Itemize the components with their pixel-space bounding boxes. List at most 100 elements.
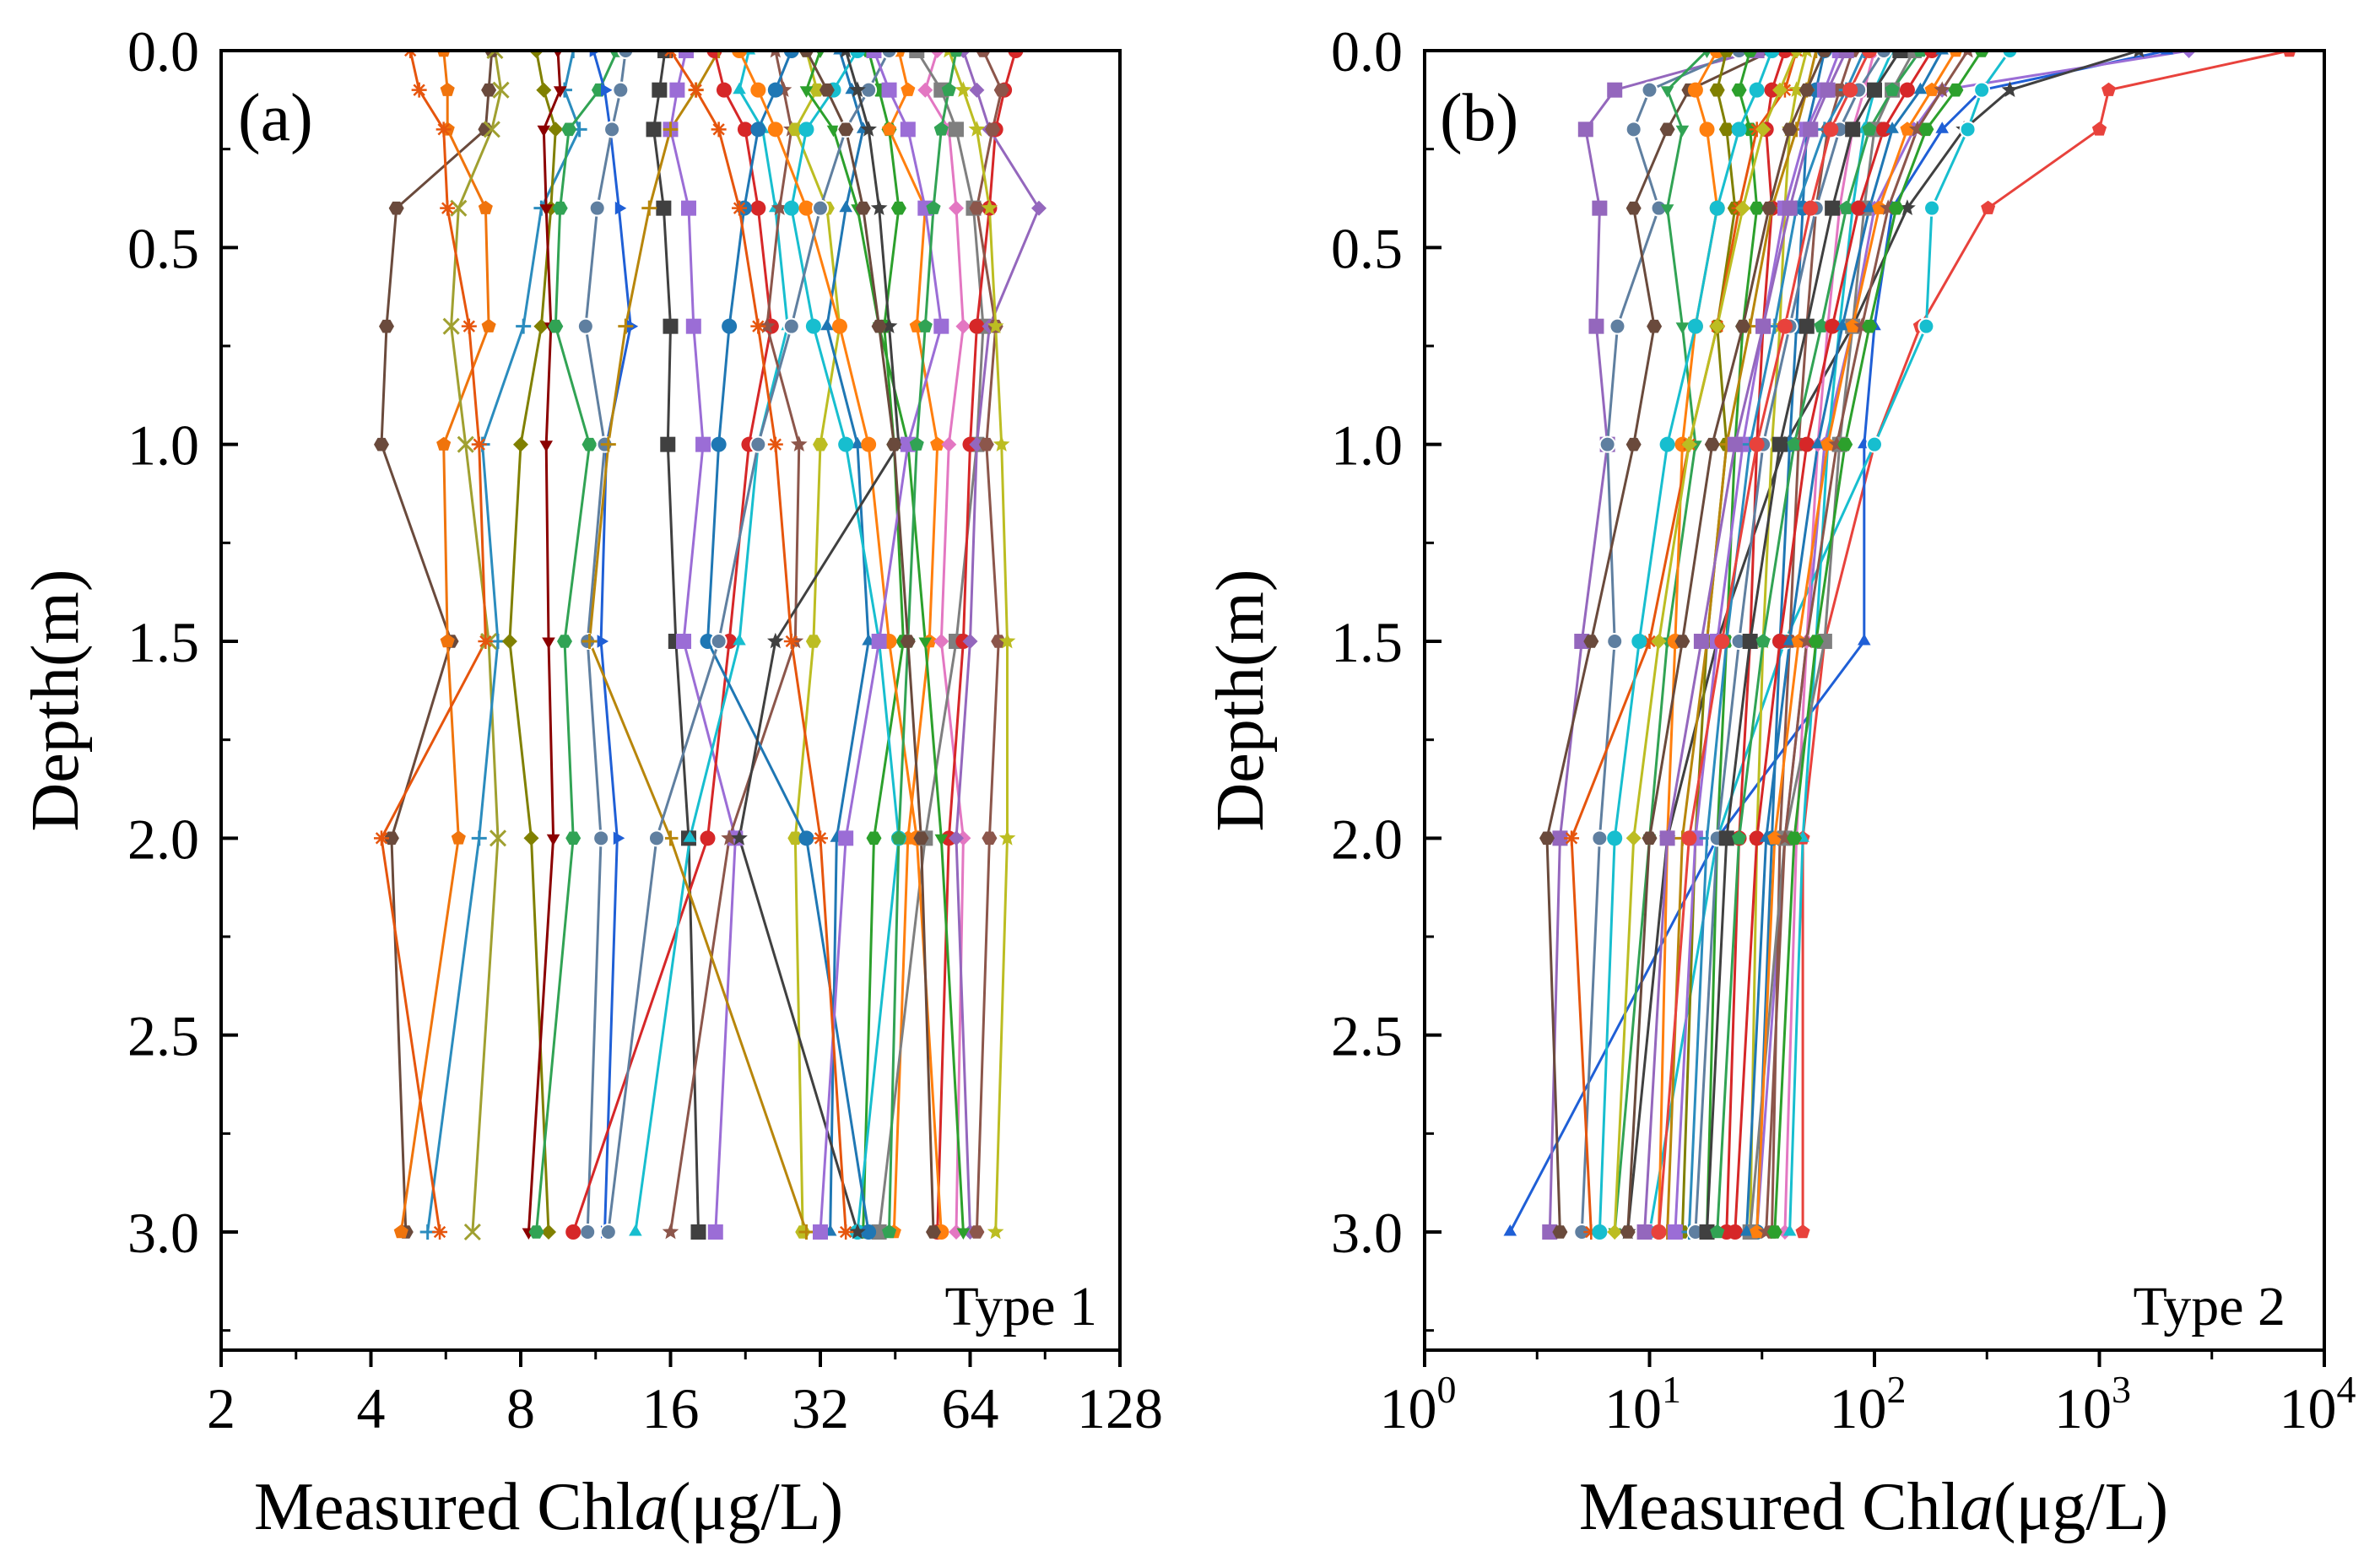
- panel-a-y-tick-label: 1.5: [127, 610, 199, 674]
- panel-a-series-20-point-2: [948, 122, 964, 138]
- panel-b-series-33-point-5: [1704, 437, 1720, 451]
- panel-b-series-11-point-3: [1749, 201, 1765, 215]
- panel-b-series-3-point-1: [2001, 81, 2019, 97]
- panel-a-series-1-point-8: [393, 1224, 408, 1239]
- panel-a-series-32-point-1: [881, 82, 897, 98]
- panel-a-series-2-point-8: [463, 1223, 481, 1241]
- panel-a-series-4-point-6: [501, 634, 517, 649]
- panel-a-series-4-point-2: [548, 122, 564, 138]
- panel-a-series-31-point-1: [849, 81, 866, 97]
- panel-a-series-14-point-5: [790, 435, 808, 451]
- panel-b-series-25-point-3: [1839, 200, 1854, 214]
- panel-a-series-21-point-4: [969, 318, 985, 334]
- panel-a-series-15-point-1: [809, 83, 825, 97]
- panel-a-series-5-point-8: [432, 1224, 448, 1240]
- panel-a-series-2-point-3: [450, 199, 468, 217]
- panel-b-series-7-point-7: [1539, 831, 1555, 846]
- panel-b-series-18-point-0: [1906, 51, 1922, 58]
- panel-a-series-31-point-3: [870, 199, 888, 215]
- panel-a-x-tick-label: 8: [506, 1376, 535, 1440]
- panel-a-xlabel-suffix: (μg/L): [668, 1470, 843, 1544]
- panel-b-series-24-point-6: [1742, 634, 1758, 649]
- panel-b-series-8-point-2: [1675, 125, 1690, 138]
- panel-a-series-11-point-3: [680, 200, 696, 216]
- panel-a-series-15-point-2: [787, 122, 803, 137]
- panel-b-xlabel-suffix: (μg/L): [1993, 1470, 2168, 1544]
- panel-a-series-24-point-5: [838, 436, 854, 452]
- panel-b-series-21-point-8: [1667, 1224, 1683, 1240]
- panel-a-series-12-point-3: [750, 200, 766, 216]
- panel-b-series-19-point-7: [1564, 830, 1580, 846]
- panel-a-series-11-point-5: [695, 436, 711, 452]
- panel-b-series-12-point-0: [1777, 51, 1793, 58]
- panel-a-series-33-point-3: [732, 200, 748, 216]
- panel-b-x-tick-label: 103: [2054, 1368, 2131, 1440]
- panel-b-series-31-point-0: [1764, 51, 1780, 58]
- panel-a-series-1-point-1: [440, 82, 455, 96]
- panel-a-series-1-point-5: [436, 436, 452, 451]
- panel-a-series-5-point-7: [373, 830, 389, 846]
- panel-b-series-1-point-0: [2160, 51, 2174, 55]
- panel-b-series-34-point-6: [1693, 634, 1709, 649]
- panel-a-series-7-point-2: [561, 122, 577, 137]
- panel-a-series-31-point-4: [880, 317, 898, 333]
- panel-a-series-25-point-3: [981, 199, 998, 215]
- panel-a-series-9-point-2: [603, 121, 621, 138]
- panel-a-series-34-point-4: [917, 318, 933, 332]
- panel-a-series-14-point-3: [771, 199, 788, 215]
- panel-a-series-34-point-7: [891, 830, 906, 845]
- panel-a-series-30-point-5: [749, 435, 767, 453]
- panel-b-series-7-point-8: [1552, 1225, 1568, 1239]
- panel-a-series-27-point-2: [767, 122, 783, 138]
- panel-b-series-31-point-3: [1709, 200, 1725, 216]
- panel-a-series-0-point-4: [379, 319, 394, 333]
- panel-b-series-27-point-1: [1913, 82, 1928, 95]
- panel-b-x-tick-base: 10: [2054, 1376, 2112, 1440]
- panel-b-series-4-point-5: [1866, 435, 1883, 453]
- panel-b-series-25-point-8: [1710, 1224, 1725, 1239]
- panel-a-series-10-point-5: [660, 436, 676, 452]
- panel-b-series-4-point-1: [1973, 81, 1991, 99]
- panel-a-series-33-point-4: [750, 318, 766, 334]
- panel-a-series-4-point-1: [536, 82, 552, 98]
- panel-a-series-18-point-5: [930, 436, 945, 451]
- panel-a-series-5-point-1: [411, 82, 427, 98]
- panel-b-series-32-point-7: [1625, 830, 1642, 846]
- panel-b-series-34-point-4: [1755, 318, 1771, 334]
- panel-b-series-24-point-4: [1799, 318, 1815, 334]
- panel-a-series-17-point-7: [866, 831, 882, 846]
- panel-b-series-29-point-2: [1908, 121, 1926, 137]
- panel-b-x-tick-label: 102: [1830, 1368, 1907, 1440]
- panel-a-series-25-point-4: [987, 317, 1004, 333]
- panel-b-series-24-point-5: [1772, 436, 1788, 452]
- panel-b-series-10-point-1: [1709, 83, 1725, 97]
- panel-a-series-34-point-2: [933, 122, 949, 136]
- panel-a-series-28-point-1: [799, 86, 814, 98]
- panel-a-series-1-point-7: [451, 830, 466, 845]
- panel-b-series-30-point-4: [1862, 319, 1878, 333]
- panel-b-series-34-point-7: [1659, 830, 1675, 846]
- panel-a-series-24-point-3: [783, 200, 799, 216]
- panel-a-label: (a): [238, 81, 313, 155]
- panel-a-series-19-point-5: [941, 436, 957, 452]
- panel-a-series-0-point-7: [383, 831, 399, 846]
- panel-a-series-27-point-5: [861, 436, 877, 452]
- panel-b-xlabel-italic: a: [1960, 1470, 1993, 1544]
- panel-b-x-tick-label: 100: [1380, 1368, 1457, 1440]
- panel-a-series-11-point-6: [676, 634, 692, 649]
- panel-b-x-tick-base: 10: [1604, 1376, 1662, 1440]
- panel-a-series-5-point-4: [461, 318, 477, 334]
- panel-b-x-tick-label: 101: [1604, 1368, 1681, 1440]
- panel-b-series-29-point-5: [1828, 435, 1846, 451]
- panel-a-series-25-point-6: [998, 632, 1016, 649]
- panel-b-series-34-point-8: [1636, 1224, 1652, 1240]
- panel-a-series-9-point-1: [612, 81, 630, 99]
- panel-b-x-tick-exponent: 0: [1437, 1368, 1457, 1411]
- panel-a-series-24-point-0: [850, 51, 866, 58]
- panel-b-x-tick-exponent: 2: [1887, 1368, 1907, 1411]
- panel-a-series-7-point-4: [548, 319, 564, 333]
- panel-a-series-29-point-3: [641, 200, 657, 216]
- panel-a-series-3-point-0: [565, 51, 581, 58]
- panel-b-series-3-point-3: [1899, 199, 1916, 215]
- panel-a-series-0-point-1: [481, 83, 497, 97]
